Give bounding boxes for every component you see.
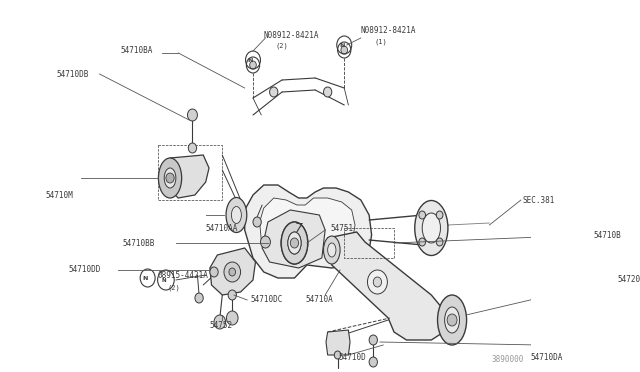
Ellipse shape	[328, 243, 336, 257]
Circle shape	[269, 87, 278, 97]
Circle shape	[227, 311, 238, 325]
Text: N08912-8421A: N08912-8421A	[264, 31, 319, 39]
Circle shape	[166, 173, 174, 183]
Circle shape	[436, 238, 443, 246]
Circle shape	[419, 211, 426, 219]
Circle shape	[228, 290, 236, 300]
Ellipse shape	[164, 168, 176, 188]
Text: 54710DB: 54710DB	[56, 70, 89, 78]
Circle shape	[369, 335, 378, 345]
Text: (2): (2)	[275, 43, 288, 49]
Polygon shape	[244, 185, 372, 278]
Ellipse shape	[438, 295, 467, 345]
Circle shape	[260, 236, 271, 248]
Ellipse shape	[445, 307, 460, 333]
Text: 54710M: 54710M	[45, 190, 74, 199]
Circle shape	[419, 238, 426, 246]
Text: 54751: 54751	[330, 224, 353, 232]
Polygon shape	[328, 232, 448, 340]
Circle shape	[369, 357, 378, 367]
Circle shape	[224, 262, 241, 282]
Polygon shape	[326, 330, 350, 355]
Text: 54710D: 54710D	[339, 353, 366, 362]
Text: SEC.381: SEC.381	[523, 196, 555, 205]
Circle shape	[195, 293, 204, 303]
Text: 54710B: 54710B	[593, 231, 621, 240]
Circle shape	[229, 268, 236, 276]
Text: 3890000: 3890000	[492, 355, 524, 364]
Text: 54720M: 54720M	[618, 276, 640, 285]
Polygon shape	[260, 198, 355, 262]
Polygon shape	[164, 155, 209, 198]
Circle shape	[188, 109, 197, 121]
Text: (1): (1)	[375, 39, 388, 45]
Polygon shape	[210, 248, 255, 295]
Ellipse shape	[281, 222, 308, 264]
Text: 54710A: 54710A	[305, 295, 333, 305]
Text: 08915-4421A: 08915-4421A	[157, 270, 209, 279]
Circle shape	[436, 211, 443, 219]
Text: N: N	[339, 42, 344, 48]
Text: 7: 7	[294, 221, 303, 234]
Circle shape	[373, 277, 381, 287]
Circle shape	[341, 46, 348, 54]
Text: (2): (2)	[168, 285, 180, 291]
Ellipse shape	[422, 213, 440, 243]
Text: 54710DC: 54710DC	[250, 295, 283, 305]
Ellipse shape	[415, 201, 448, 256]
Text: N: N	[161, 278, 166, 282]
Ellipse shape	[281, 222, 308, 264]
Text: 54710DA: 54710DA	[531, 353, 563, 362]
Ellipse shape	[323, 236, 340, 264]
Ellipse shape	[159, 158, 182, 198]
Circle shape	[291, 238, 299, 248]
Circle shape	[447, 314, 457, 326]
Text: 54710BB: 54710BB	[123, 238, 155, 247]
Circle shape	[367, 270, 387, 294]
Circle shape	[188, 143, 196, 153]
Text: 54752: 54752	[209, 321, 232, 330]
Ellipse shape	[232, 206, 241, 224]
Text: 54710BA: 54710BA	[120, 45, 153, 55]
Text: 54710DD: 54710DD	[68, 266, 100, 275]
Circle shape	[334, 351, 341, 359]
Polygon shape	[262, 210, 325, 268]
Circle shape	[250, 61, 256, 69]
Text: N08912-8421A: N08912-8421A	[361, 26, 417, 35]
Circle shape	[323, 87, 332, 97]
Text: N: N	[248, 58, 253, 62]
Circle shape	[253, 217, 261, 227]
Circle shape	[214, 315, 226, 329]
Circle shape	[210, 267, 218, 277]
Ellipse shape	[288, 232, 301, 254]
Text: 54710AA: 54710AA	[205, 224, 238, 232]
Ellipse shape	[288, 232, 301, 254]
Text: N: N	[143, 276, 148, 280]
Ellipse shape	[226, 198, 247, 232]
